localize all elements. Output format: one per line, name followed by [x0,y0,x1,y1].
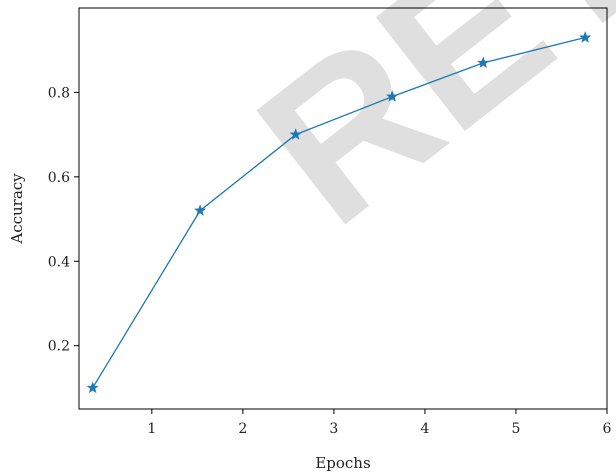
y-axis: 0.2 0.4 0.6 0.8 [48,85,79,355]
x-tick-label: 5 [512,421,521,437]
data-point-star [477,56,490,69]
x-axis: 1 2 3 4 5 6 [147,409,612,437]
data-point-star [86,381,99,394]
retracted-watermark: RETRACTED [217,0,616,269]
series-layer [86,31,592,394]
y-tick-label: 0.4 [48,254,70,270]
y-tick-label: 0.2 [48,339,70,355]
x-tick-label: 3 [329,421,338,437]
plot-area-frame [78,7,608,410]
data-point-star [386,90,399,102]
x-tick-label: 6 [603,421,612,437]
y-tick-label: 0.6 [48,170,70,186]
watermark-text: RETRACTED [217,0,616,269]
x-tick-label: 4 [420,421,429,437]
x-tick-label: 1 [147,421,156,437]
y-axis-title: Accuracy [8,173,26,245]
accuracy-line [92,36,586,389]
data-point-star [579,31,592,43]
data-point-star [194,204,207,216]
x-axis-title: Epochs [315,454,370,472]
x-tick-label: 2 [238,421,247,437]
y-tick-label: 0.8 [48,85,70,101]
data-point-star [289,128,302,140]
